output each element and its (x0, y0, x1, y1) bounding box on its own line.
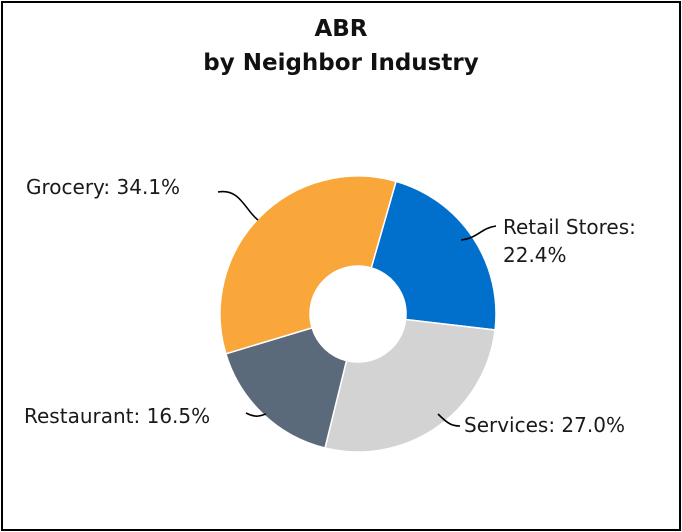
leader-line-retail-stores (460, 225, 497, 241)
slice-grocery (219, 175, 397, 355)
label-retail-stores-line-2: 22.4% (503, 243, 567, 267)
leader-line-restaurant (245, 412, 267, 417)
slice-retail-stores (370, 180, 497, 331)
leader-line-services (437, 413, 461, 427)
label-retail-stores-line-1: Retail Stores: (503, 215, 636, 239)
leader-line-grocery (217, 190, 259, 221)
slice-services (324, 318, 496, 453)
label-restaurant: Restaurant: 16.5% (24, 404, 210, 428)
label-grocery: Grocery: 34.1% (26, 175, 180, 199)
chart-subtitle: by Neighbor Industry (203, 50, 479, 76)
chart-title: ABR (314, 16, 368, 42)
label-services: Services: 27.0% (464, 413, 625, 437)
slice-restaurant (224, 326, 348, 449)
